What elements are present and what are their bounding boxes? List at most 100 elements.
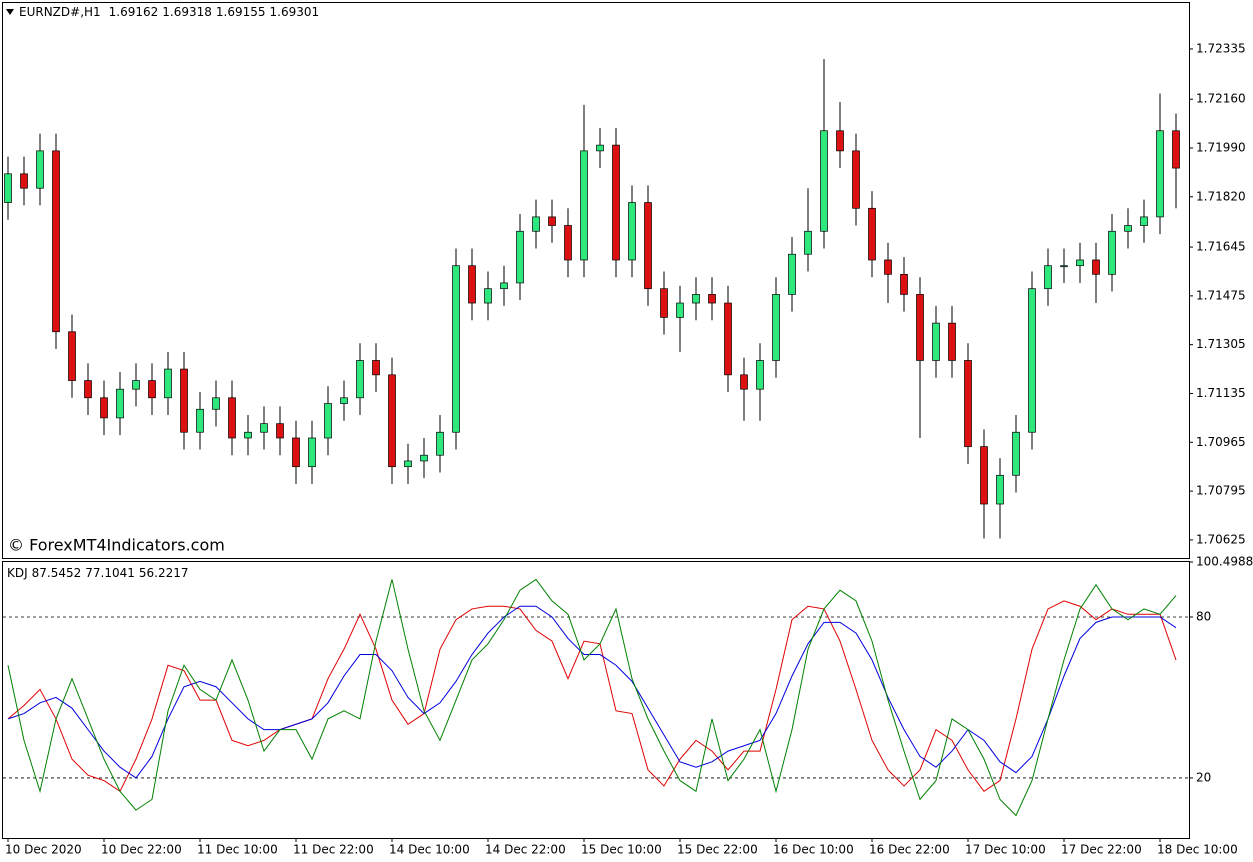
candle-body — [468, 265, 476, 304]
price-pane — [2, 2, 1190, 559]
x-tick-label: 18 Dec 10:00 — [1157, 843, 1238, 857]
candle-body — [4, 173, 12, 203]
candle-body — [116, 388, 124, 419]
indicator-label: KDJ 87.5452 77.1041 56.2217 — [7, 566, 189, 580]
menu-arrow[interactable] — [6, 9, 14, 15]
candle-body — [148, 380, 156, 399]
candle-body — [564, 225, 572, 261]
candle-body — [52, 150, 60, 333]
y-tick-label: 80 — [1196, 609, 1211, 623]
x-tick-label: 15 Dec 22:00 — [677, 843, 758, 857]
indicator-name: KDJ — [7, 566, 28, 580]
candle-body — [100, 397, 108, 419]
x-tick-label: 14 Dec 22:00 — [485, 843, 566, 857]
candle-body — [532, 216, 540, 232]
candle-body — [276, 423, 284, 439]
candle-body — [132, 380, 140, 390]
y-tick-label: 1.71645 — [1196, 240, 1246, 254]
x-tick-label: 15 Dec 10:00 — [581, 843, 662, 857]
candle-body — [548, 216, 556, 226]
candle-body — [644, 202, 652, 290]
candle-body — [1092, 259, 1100, 275]
candle-body — [324, 403, 332, 439]
candle-body — [1140, 216, 1148, 226]
x-tick-label: 14 Dec 10:00 — [389, 843, 470, 857]
candle-body — [724, 302, 732, 376]
candle-body — [372, 360, 380, 376]
x-tick-label: 16 Dec 22:00 — [869, 843, 950, 857]
candle-body — [228, 397, 236, 439]
y-tick-label: 1.71820 — [1196, 189, 1246, 203]
candle-body — [788, 253, 796, 295]
candle-body — [708, 294, 716, 304]
candle-body — [852, 150, 860, 209]
candle-body — [948, 322, 956, 361]
candle-body — [20, 173, 28, 189]
candle-body — [452, 265, 460, 433]
chart-header: EURNZD#,H1 1.69162 1.69318 1.69155 1.69301 — [19, 5, 319, 19]
x-tick-label: 11 Dec 10:00 — [197, 843, 278, 857]
y-tick-label: 1.70795 — [1196, 484, 1246, 498]
watermark: © ForexMT4Indicators.com — [8, 536, 225, 555]
candle-body — [1124, 225, 1132, 232]
candle-body — [884, 259, 892, 275]
candle-body — [676, 302, 684, 318]
candle-body — [900, 273, 908, 295]
y-tick-label: 1.70965 — [1196, 435, 1246, 449]
candle-body — [1028, 288, 1036, 433]
x-tick-label: 10 Dec 22:00 — [101, 843, 182, 857]
candle-body — [244, 431, 252, 439]
candle-body — [260, 423, 268, 433]
x-tick-label: 17 Dec 22:00 — [1061, 843, 1142, 857]
header-price: 1.69155 — [216, 5, 266, 19]
indicator-value: 56.2217 — [139, 566, 189, 580]
x-tick-label: 17 Dec 10:00 — [965, 843, 1046, 857]
candle-body — [484, 288, 492, 304]
candle-body — [692, 294, 700, 304]
x-tick-label: 11 Dec 22:00 — [293, 843, 374, 857]
candle-body — [1060, 265, 1068, 268]
candle-body — [1076, 259, 1084, 267]
candle-body — [1156, 130, 1164, 218]
indicator-value: 87.5452 — [32, 566, 82, 580]
candle-body — [436, 431, 444, 456]
indicator-line — [7, 600, 1177, 793]
candle-body — [868, 207, 876, 261]
candle-body — [356, 360, 364, 399]
candle-body — [820, 130, 828, 232]
candle-body — [180, 368, 188, 433]
candle-body — [1172, 130, 1180, 169]
candle-body — [612, 144, 620, 261]
candle-body — [420, 454, 428, 462]
indicator-line — [7, 578, 1177, 817]
header-price: 1.69301 — [270, 5, 320, 19]
candle-body — [740, 374, 748, 390]
y-tick-label: 1.70625 — [1196, 532, 1246, 546]
y-tick-label: 100.4988 — [1196, 555, 1253, 569]
candle-body — [68, 331, 76, 381]
candle-body — [1012, 431, 1020, 476]
candle-body — [580, 150, 588, 261]
header-price: 1.69162 — [109, 5, 159, 19]
x-tick-label: 10 Dec 2020 — [5, 843, 82, 857]
candle-body — [772, 294, 780, 361]
candle-body — [196, 408, 204, 433]
candle-body — [1044, 265, 1052, 290]
header-price: 1.69318 — [162, 5, 212, 19]
candle-body — [164, 368, 172, 399]
y-tick-label: 1.72335 — [1196, 41, 1246, 55]
candle-body — [980, 446, 988, 505]
y-tick-label: 1.71135 — [1196, 386, 1246, 400]
candle-body — [916, 294, 924, 361]
candle-body — [1108, 230, 1116, 275]
indicator-value: 77.1041 — [85, 566, 135, 580]
y-tick-label: 20 — [1196, 770, 1211, 784]
candle-body — [660, 288, 668, 318]
candle-body — [292, 437, 300, 468]
x-tick-label: 16 Dec 10:00 — [773, 843, 854, 857]
candle-body — [996, 474, 1004, 505]
candle-body — [756, 360, 764, 390]
y-tick-label: 1.71990 — [1196, 140, 1246, 154]
